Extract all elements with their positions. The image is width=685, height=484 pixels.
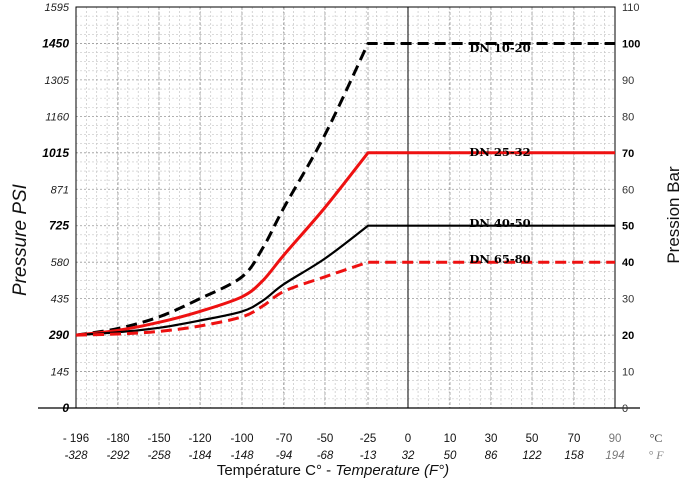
x-tick-label-celsius: 0 [405,433,411,445]
x-tick-label-celsius: -180 [106,433,129,445]
x-unit-celsius: °C [650,431,663,445]
series-label: DN 40-50 [469,216,530,230]
y-tick-label-bar: 100 [622,38,640,50]
x-tick-label-fahrenheit: -258 [147,450,171,462]
y-tick-label-psi: 435 [51,294,70,306]
series-line-dn-40-50 [75,224,615,337]
y-tick-label-bar: 0 [622,403,628,415]
x-tick-label-celsius: - 196 [63,433,89,445]
x-tick-label-celsius: -50 [317,433,334,445]
axes [38,6,640,409]
series-lines [75,42,615,337]
series-label: DN 65-80 [469,252,530,266]
x-tick-label-celsius: -25 [360,433,377,445]
y-tick-label-psi: 145 [51,367,70,379]
x-axis-label-main: Température C° - [217,462,336,479]
y-tick-label-psi: 290 [48,328,69,342]
y-tick-label-psi: 1450 [42,36,69,50]
x-tick-label-fahrenheit: -292 [106,450,130,462]
series-label: DN 10-20 [469,41,530,55]
x-tick-label-celsius: 10 [444,433,457,445]
series-label: DN 25-32 [469,145,530,159]
y-tick-label-psi: 1160 [45,111,70,123]
x-tick-label-fahrenheit: -148 [230,450,254,462]
series-line-dn-25-32 [75,151,615,337]
y-tick-label-psi: 1595 [45,2,70,14]
x-tick-label-fahrenheit: -13 [360,450,377,462]
y-tick-label-psi: 0 [62,401,69,415]
x-tick-label-fahrenheit: 194 [605,450,624,462]
x-tick-label-celsius: 70 [568,433,581,445]
y-tick-label-psi: 1015 [42,146,69,160]
y-tick-label-bar: 30 [622,294,634,306]
y-tick-label-bar: 40 [622,257,634,269]
x-tick-label-celsius: 30 [485,433,498,445]
y-tick-label-bar: 60 [622,184,634,196]
x-tick-label-fahrenheit: 50 [444,450,457,462]
y-tick-label-psi: 725 [49,219,69,233]
series-line-dn-65-80 [75,260,615,337]
y-tick-label-bar: 80 [622,111,634,123]
y-axis-label-left: Pressure PSI [10,183,31,296]
x-unit-fahrenheit: ° F [648,448,664,462]
y-tick-label-psi: 580 [51,257,70,269]
x-tick-label-celsius: -120 [188,433,211,445]
y-tick-label-bar: 110 [622,2,640,14]
x-axis-label-italic: Temperature (F°) [335,462,449,479]
tick-labels: 0 145 290 435 580 725 871 1015 1160 1305 1450 1595 0… [42,2,640,462]
series-line-dn-10-20 [75,42,615,337]
x-tick-label-fahrenheit: 32 [402,450,415,462]
x-tick-label-celsius: -70 [276,433,293,445]
x-tick-label-celsius: 90 [609,433,622,445]
x-tick-label-fahrenheit: -94 [276,450,293,462]
x-tick-label-fahrenheit: 122 [522,450,542,462]
y-tick-label-bar: 50 [622,221,634,233]
x-axis-label: Température C° - Temperature (F°) [217,462,449,479]
y-tick-label-bar: 70 [622,148,634,160]
x-tick-label-celsius: -100 [230,433,253,445]
y-tick-label-bar: 10 [622,367,634,379]
y-tick-label-psi: 871 [51,184,69,196]
x-tick-label-fahrenheit: -184 [188,450,211,462]
grid [75,6,616,409]
y-tick-label-bar: 20 [622,330,634,342]
x-tick-label-fahrenheit: 86 [485,450,498,462]
x-tick-label-celsius: 50 [526,433,539,445]
y-axis-label-right: Pression Bar [664,166,683,264]
y-tick-label-psi: 1305 [45,75,70,87]
x-tick-label-fahrenheit: 158 [564,450,584,462]
y-tick-label-bar: 90 [622,75,634,87]
x-tick-label-fahrenheit: -328 [64,450,88,462]
x-tick-label-celsius: -150 [147,433,170,445]
x-tick-label-fahrenheit: -68 [317,450,334,462]
